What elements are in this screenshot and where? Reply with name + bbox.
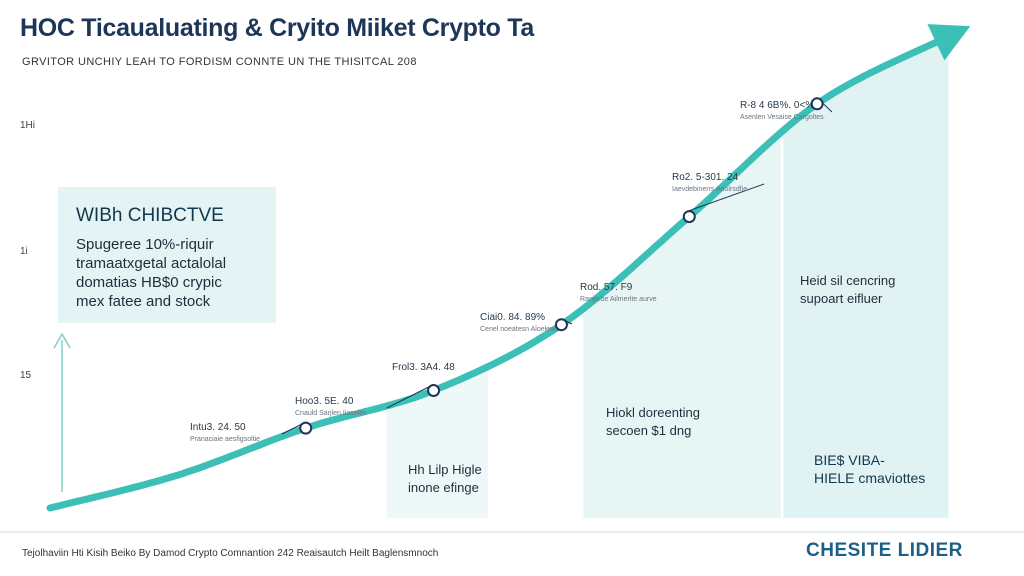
- region-line: HIELE cmaviottes: [814, 470, 926, 486]
- callout-line: tramaatxgetal actalolal: [76, 255, 227, 272]
- footer-source-text: Tejolhaviin Hti Kisih Beiko By Damod Cry…: [22, 548, 439, 559]
- data-label: Iaevdebinerrs Aeolrsdfie: [672, 186, 747, 193]
- footer-divider: [0, 531, 1024, 533]
- trend-arrowhead: [927, 24, 971, 61]
- data-point: [299, 421, 313, 435]
- data-label: Ro2. 5-301. 24: [672, 172, 739, 183]
- up-arrow-icon: [53, 332, 71, 349]
- data-label: Rod. 57. F9: [580, 282, 633, 293]
- brand-logo[interactable]: CHESITE LIDIER: [806, 540, 963, 561]
- region-1-text: Hh Lilp Higle inone efinge: [408, 461, 482, 497]
- leader-line: [689, 183, 765, 212]
- region-line: secoen $1 dng: [606, 423, 692, 438]
- region-line: Hh Lilp Higle: [408, 462, 482, 477]
- region-3-text: Heid sil cencring supoart eifluer: [800, 272, 895, 308]
- callout-line: mex fatee and stock: [76, 293, 211, 310]
- page-title: HOC Ticaualuating & Cryito Miiket Crypto…: [20, 14, 535, 42]
- data-label: Pranaciaie aesfigsoltie: [190, 436, 260, 443]
- data-label: Ranjerbe Ailmerlte aurve: [580, 296, 657, 303]
- region-2-text: Hiokl doreenting secoen $1 dng: [606, 404, 700, 440]
- data-point: [427, 384, 441, 397]
- leader-line: [386, 384, 434, 409]
- callout-title: WIBh CHIBCTVE: [76, 205, 224, 226]
- objective-callout: WIBh CHIBCTVE Spugeree 10%-riquir tramaa…: [58, 187, 276, 323]
- data-label: R-8 4 6B%. 0<%E: [740, 100, 821, 111]
- shaded-region: [385, 366, 488, 518]
- region-line: BIE$ VIBA-: [814, 452, 885, 468]
- region-line: Hiokl doreenting: [606, 405, 700, 420]
- data-label: Cenel noeatesn Aloelenos: [480, 326, 562, 333]
- y-tick-label: 1i: [20, 246, 28, 257]
- y-tick-label: 1Hi: [20, 120, 35, 131]
- data-label: Hoo3. 5E. 40: [295, 396, 354, 407]
- shaded-region: [582, 131, 782, 518]
- data-label: Frol3. 3A4. 48: [392, 362, 455, 373]
- data-point: [810, 97, 824, 111]
- data-label: Intu3. 24. 50: [190, 422, 246, 433]
- region-line: Heid sil cencring: [800, 273, 896, 288]
- trend-line: [46, 34, 949, 512]
- callout-line: domatias HB$0 crypic: [76, 274, 222, 291]
- data-label: Cnauld Sarjlen Iiaseles: [295, 410, 367, 417]
- data-point: [554, 318, 568, 332]
- region-line: supoart eifluer: [800, 291, 883, 306]
- page-subtitle: GRVITOR UNCHIY LEAH TO FORDISM CONNTE UN…: [22, 56, 417, 68]
- callout-line: Spugeree 10%-riquir: [76, 236, 214, 253]
- region-line: inone efinge: [408, 480, 479, 495]
- data-label: Asenlen Vesaise Cargoltes: [740, 114, 824, 121]
- y-tick-label: 15: [20, 370, 32, 381]
- region-4-text: BIE$ VIBA- HIELE cmaviottes: [814, 451, 925, 487]
- shaded-region: [782, 38, 950, 518]
- data-point: [682, 210, 696, 224]
- data-label: Ciai0. 84. 89%: [480, 312, 545, 323]
